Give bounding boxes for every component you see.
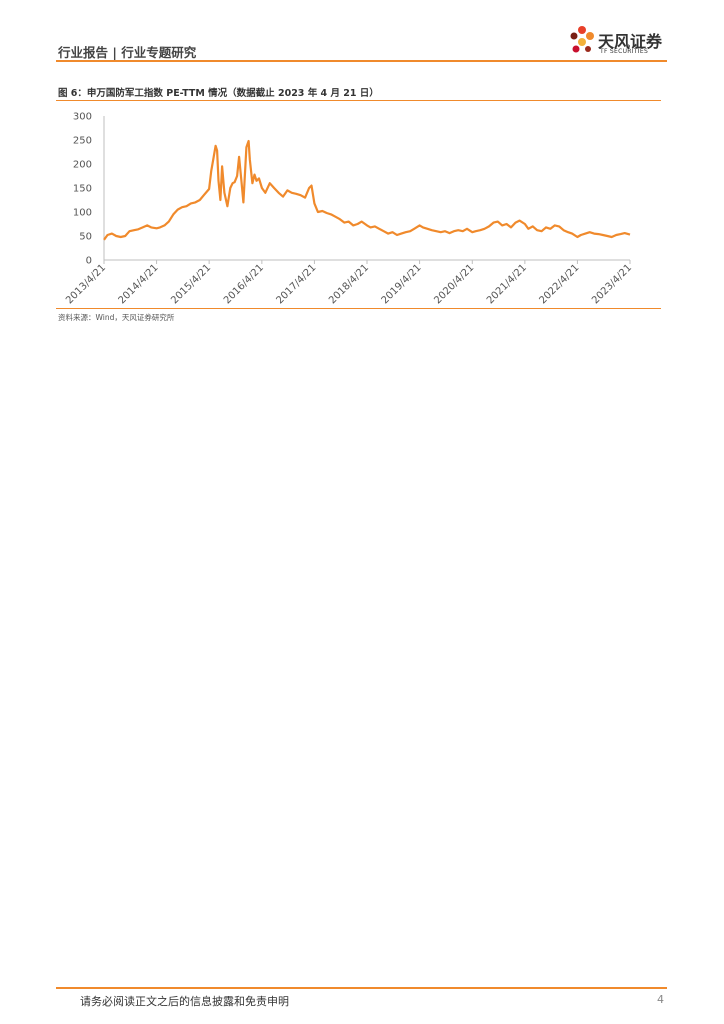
figure-top-rule [56, 100, 661, 101]
x-tick-label: 2023/4/21 [590, 262, 634, 306]
y-tick-label: 0 [86, 256, 92, 267]
x-tick-label: 2020/4/21 [432, 262, 476, 306]
figure-title: 图 6：申万国防军工指数 PE-TTM 情况（数据截止 2023 年 4 月 2… [58, 88, 379, 99]
y-tick-label: 200 [73, 160, 92, 171]
x-tick-label: 2013/4/21 [64, 262, 108, 306]
x-tick-label: 2018/4/21 [327, 262, 371, 306]
pe-ttm-line-chart: 0 50 100 150 200 250 300 2013/4/21 2014/4/21 2015… [64, 112, 634, 307]
x-tick-label: 2015/4/21 [169, 262, 213, 306]
x-tick-label: 2016/4/21 [222, 262, 266, 306]
y-tick-label: 300 [73, 112, 92, 123]
header-divider [56, 60, 667, 62]
x-tick-label: 2019/4/21 [380, 262, 424, 306]
logo-flower-icon [570, 26, 594, 53]
page-number: 4 [657, 993, 664, 1006]
pe-ttm-series-line [103, 139, 631, 241]
footer-disclaimer: 请务必阅读正文之后的信息披露和免责申明 [80, 995, 289, 1008]
logo-name: 天风证券 [598, 32, 663, 51]
x-tick-label: 2021/4/21 [485, 262, 529, 306]
footer-divider [56, 987, 667, 989]
figure-source: 资料来源：Wind，天风证券研究所 [58, 313, 175, 322]
x-tick-label: 2022/4/21 [538, 262, 582, 306]
report-section-title: 行业报告 | 行业专题研究 [58, 45, 197, 60]
logo-subtitle: TF SECURITIES [600, 48, 649, 55]
x-tick-label: 2014/4/21 [117, 262, 161, 306]
y-tick-label: 100 [73, 208, 92, 219]
x-tick-label: 2017/4/21 [275, 262, 319, 306]
company-logo: 天风证券 TF SECURITIES [568, 24, 678, 60]
y-tick-label: 250 [73, 136, 92, 147]
figure-bottom-rule [56, 308, 661, 309]
y-tick-label: 150 [73, 184, 92, 195]
y-tick-label: 50 [79, 232, 92, 243]
